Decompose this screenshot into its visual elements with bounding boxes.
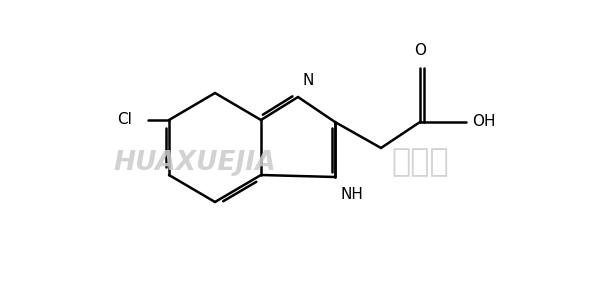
Text: NH: NH (340, 187, 363, 202)
Text: O: O (414, 43, 426, 58)
Text: HUAXUEJIA: HUAXUEJIA (114, 150, 276, 176)
Text: 化学加: 化学加 (391, 148, 449, 179)
Text: Cl: Cl (117, 113, 133, 128)
Text: OH: OH (472, 114, 496, 130)
Text: N: N (302, 73, 313, 88)
